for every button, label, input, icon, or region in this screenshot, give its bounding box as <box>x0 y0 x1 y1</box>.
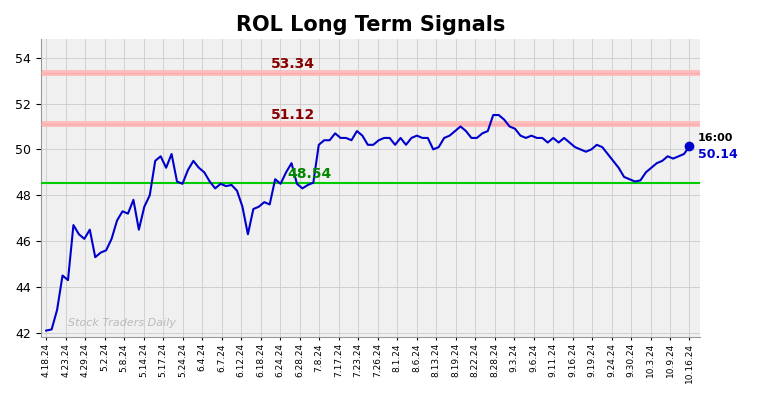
Text: 51.12: 51.12 <box>270 108 315 122</box>
Text: Stock Traders Daily: Stock Traders Daily <box>68 318 176 328</box>
Bar <box>41 70 700 76</box>
Text: 16:00: 16:00 <box>698 133 733 143</box>
Text: 53.34: 53.34 <box>270 57 314 71</box>
Text: 50.14: 50.14 <box>698 148 738 161</box>
Bar <box>41 121 700 127</box>
Text: 48.54: 48.54 <box>287 167 331 181</box>
Title: ROL Long Term Signals: ROL Long Term Signals <box>236 15 505 35</box>
